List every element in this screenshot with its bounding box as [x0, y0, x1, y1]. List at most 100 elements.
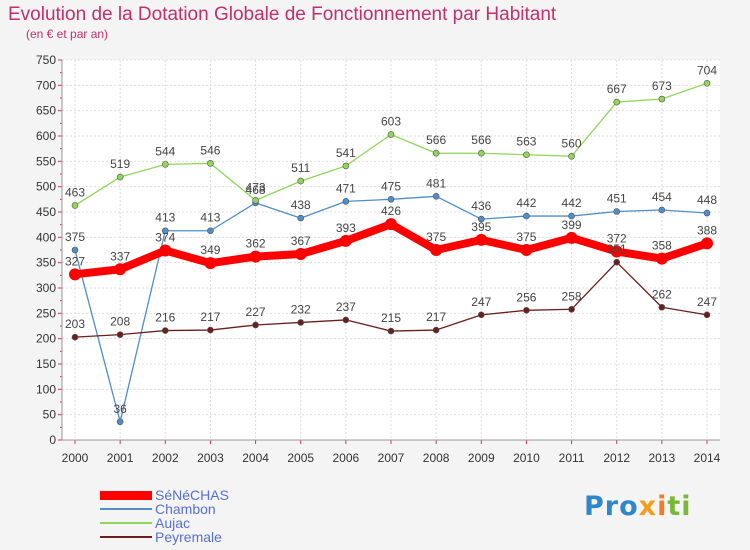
data-point-aujac — [613, 98, 621, 106]
y-tick-label: 0 — [49, 433, 56, 447]
data-label-peyremale: 256 — [516, 290, 536, 304]
data-point-chambon — [613, 208, 621, 215]
x-tick-label: 2009 — [468, 451, 495, 465]
data-point-aujac — [477, 149, 485, 157]
data-point-sénéchas — [204, 257, 217, 270]
data-label-aujac: 603 — [381, 114, 401, 128]
legend-item: Aujac — [100, 515, 190, 531]
data-point-peyremale — [523, 306, 530, 314]
data-label-sénéchas: 337 — [110, 249, 130, 263]
data-point-chambon — [207, 227, 214, 235]
data-label-sénéchas: 375 — [516, 230, 536, 244]
data-label-chambon: 375 — [65, 230, 85, 244]
y-tick-label: 50 — [43, 408, 57, 422]
data-label-peyremale: 216 — [155, 311, 175, 325]
data-label-aujac: 563 — [516, 135, 536, 149]
data-point-peyremale — [252, 321, 259, 329]
data-point-sénéchas — [339, 234, 352, 247]
data-label-sénéchas: 393 — [336, 221, 356, 235]
data-label-sénéchas: 367 — [291, 234, 311, 248]
data-point-aujac — [252, 197, 259, 204]
y-tick-label: 100 — [36, 382, 56, 396]
data-label-aujac: 473 — [246, 180, 266, 194]
data-point-peyremale — [116, 331, 124, 338]
data-label-chambon: 436 — [471, 199, 491, 213]
x-tick-label: 2000 — [62, 451, 89, 465]
y-tick-label: 150 — [36, 357, 56, 371]
data-point-peyremale — [703, 311, 711, 319]
data-point-peyremale — [387, 327, 395, 335]
data-point-chambon — [387, 196, 395, 203]
y-tick-label: 500 — [36, 180, 56, 194]
data-point-sénéchas — [565, 231, 578, 244]
y-tick-label: 450 — [36, 205, 56, 219]
data-point-sénéchas — [430, 244, 443, 256]
x-tick-label: 2007 — [378, 451, 405, 465]
data-point-peyremale — [432, 326, 440, 334]
legend-item: Peyremale — [100, 529, 222, 545]
y-tick-label: 250 — [36, 306, 56, 320]
data-label-chambon: 36 — [113, 402, 127, 416]
y-tick-label: 750 — [36, 53, 56, 67]
data-label-chambon: 468 — [246, 183, 266, 197]
data-point-chambon — [116, 418, 124, 426]
data-label-aujac: 560 — [562, 136, 582, 150]
data-point-aujac — [342, 162, 350, 170]
legend-swatch — [100, 490, 152, 500]
data-label-aujac: 511 — [291, 161, 310, 175]
y-tick-label: 350 — [36, 256, 56, 270]
data-label-sénéchas: 362 — [246, 237, 266, 251]
data-point-aujac — [161, 161, 169, 168]
data-label-peyremale: 217 — [200, 310, 220, 324]
data-point-aujac — [568, 152, 575, 160]
data-label-aujac: 566 — [471, 133, 491, 147]
x-tick-label: 2008 — [423, 451, 450, 465]
data-point-peyremale — [342, 316, 350, 324]
data-point-aujac — [432, 149, 440, 157]
data-label-aujac: 544 — [155, 144, 175, 158]
data-point-aujac — [387, 131, 395, 138]
y-tick-label: 400 — [36, 230, 56, 244]
legend-label: SéNéCHAS — [155, 487, 229, 503]
logo-part-3: i — [657, 491, 668, 522]
data-label-peyremale: 237 — [336, 300, 356, 314]
data-label-peyremale: 262 — [652, 287, 672, 301]
legend-item: SéNéCHAS — [100, 487, 229, 503]
data-label-chambon: 442 — [562, 196, 582, 210]
data-label-sénéchas: 374 — [155, 231, 175, 245]
data-point-peyremale — [658, 303, 666, 311]
x-tick-label: 2013 — [649, 451, 676, 465]
data-point-aujac — [71, 202, 79, 209]
data-point-sénéchas — [385, 218, 397, 231]
legend-swatch — [100, 536, 152, 538]
data-point-aujac — [523, 151, 530, 159]
y-tick-label: 550 — [36, 154, 56, 168]
data-point-aujac — [297, 177, 305, 185]
data-label-chambon: 413 — [155, 211, 175, 225]
legend-label: Aujac — [155, 515, 191, 531]
legend-swatch — [100, 508, 152, 510]
data-label-peyremale: 247 — [471, 295, 491, 309]
data-label-sénéchas: 399 — [562, 218, 582, 232]
data-point-aujac — [207, 160, 214, 167]
data-point-chambon — [71, 246, 79, 254]
data-label-aujac: 541 — [336, 146, 356, 160]
x-tick-label: 2012 — [603, 451, 630, 465]
data-label-peyremale: 351 — [607, 242, 627, 256]
data-label-chambon: 413 — [200, 211, 220, 225]
data-label-peyremale: 203 — [65, 317, 85, 331]
x-tick-label: 2001 — [107, 451, 134, 465]
x-tick-label: 2002 — [152, 451, 179, 465]
data-point-chambon — [568, 212, 575, 220]
data-point-sénéchas — [701, 237, 713, 250]
data-label-chambon: 454 — [652, 190, 672, 204]
data-label-peyremale: 258 — [562, 289, 582, 303]
data-point-chambon — [297, 214, 305, 222]
data-label-peyremale: 247 — [697, 295, 717, 309]
data-point-chambon — [432, 192, 440, 200]
x-tick-label: 2011 — [559, 451, 585, 465]
data-point-chambon — [342, 198, 350, 205]
legend-item: Chambon — [100, 501, 216, 517]
data-label-chambon: 442 — [516, 196, 536, 210]
